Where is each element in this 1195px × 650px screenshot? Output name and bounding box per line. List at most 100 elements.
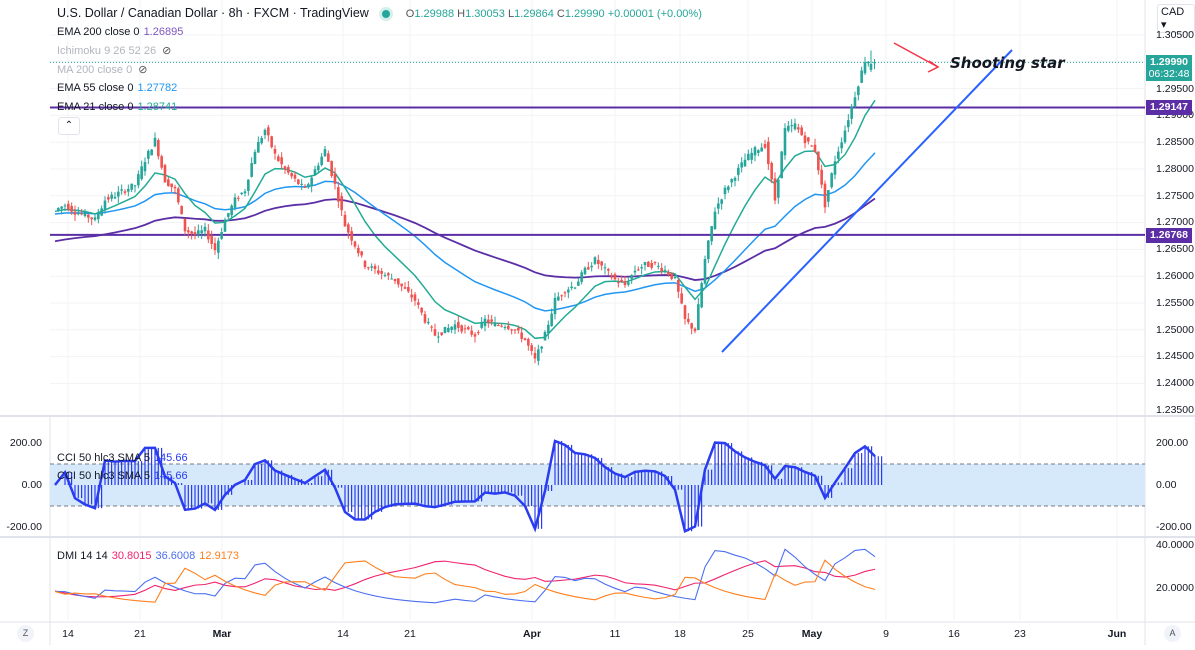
candle-body [560,295,563,297]
legend-ma200[interactable]: MA 200 close 0 ⊘ [57,64,148,76]
auto-scale-button[interactable]: A [1164,625,1181,642]
candle-body [367,267,370,269]
candle-body [793,123,797,130]
candle-body [153,137,157,147]
candle-body [297,179,300,185]
candle-body [547,324,550,334]
currency-select[interactable]: CAD ▾ [1157,4,1195,33]
candle-body [873,62,876,64]
time-axis-label: 14 [62,628,74,640]
candle-body [747,153,750,161]
candle-body [810,145,813,147]
candle-body [720,199,723,204]
candle-body [740,162,743,168]
price-axis-label: 1.26000 [1156,270,1194,283]
candle-body [320,156,323,166]
level-tag-1: 1.29147 [1146,100,1192,115]
candle-body [663,269,667,271]
candle-body [353,241,357,247]
candle-body [817,151,820,171]
candle-body [573,287,577,289]
candle-body [73,211,77,215]
time-axis-label: Jun [1107,628,1127,640]
candle-body [553,297,557,315]
candle-body [370,266,373,268]
price-axis-label: 1.25500 [1156,296,1194,309]
legend-dmi[interactable]: DMI 14 14 30.8015 36.6008 12.9173 [57,550,240,562]
candle-body [163,164,167,183]
candle-body [850,106,853,119]
ohlc-values: O1.29988 H1.30053 L1.29864 C1.29990 +0.0… [405,8,702,20]
legend-ema200[interactable]: EMA 200 close 0 1.26895 [57,26,184,38]
candle-body [760,147,763,152]
candle-body [310,177,313,187]
candle-body [63,205,67,207]
legend-cci-2[interactable]: CCI 50 hlc3 SMA 5 145.66 [57,470,188,482]
candle-body [557,296,560,301]
candle-body [450,326,453,330]
candle-body [580,272,583,282]
candle-body [187,230,190,233]
source: TradingView [300,6,369,20]
candle-body [633,270,637,273]
interval[interactable]: 8h [228,6,243,20]
candle-body [110,194,113,199]
candle-body [637,269,640,271]
candle-body [730,179,733,183]
dmi-minus-line [54,559,876,603]
annotation-text[interactable]: Shooting star [950,54,1065,72]
candle-body [267,127,270,136]
candle-body [463,328,467,330]
candle-body [107,197,110,200]
candle-body [869,63,873,70]
candle-body [683,305,687,319]
candle-body [220,232,223,239]
candle-body [593,257,597,264]
candle-body [780,151,783,179]
candle-body [350,231,353,241]
collapse-legend-button[interactable]: ⌃ [58,117,80,135]
time-axis-label: 25 [742,628,754,640]
candle-body [650,262,653,268]
candle-body [540,346,543,349]
candle-body [273,148,277,154]
candle-body [757,150,760,153]
candle-body [200,230,203,234]
symbol-name[interactable]: U.S. Dollar / Canadian Dollar [57,6,218,20]
candle-body [847,120,850,128]
candle-body [380,271,383,274]
legend-ema21[interactable]: EMA 21 close 0 1.28741 [57,101,178,113]
candle-body [137,174,140,186]
candle-body [860,70,863,83]
candle-body [550,313,553,326]
legend-cci-1[interactable]: CCI 50 hlc3 SMA 5 145.66 [57,452,188,464]
cci-axis-label: 200.00 [1156,437,1189,449]
candle-body [693,328,697,332]
candle-body [407,286,410,292]
candle-body [427,321,430,324]
candle-body [170,183,173,188]
candle-body [250,163,253,177]
hidden-eye-icon[interactable]: ⊘ [138,64,148,76]
candle-body [707,240,710,260]
candle-body [393,278,397,282]
time-axis-label: Apr [522,628,542,640]
candle-body [723,187,727,195]
candle-body [397,278,400,285]
candle-body [853,97,857,107]
hidden-eye-icon[interactable]: ⊘ [162,45,172,57]
legend-ema55[interactable]: EMA 55 close 0 1.27782 [57,82,178,94]
candle-body [607,269,610,271]
candle-body [867,61,870,64]
candle-body [857,86,860,96]
legend-ichimoku[interactable]: Ichimoku 9 26 52 26 ⊘ [57,45,172,57]
candle-body [387,273,390,276]
exchange: FXCM [253,6,290,20]
price-axis-label: 1.27500 [1156,189,1194,202]
candle-body [247,179,250,191]
timezone-button[interactable]: Z [17,625,34,642]
candle-body [610,276,613,278]
time-axis-label: 16 [948,628,960,640]
candle-body [517,327,520,331]
